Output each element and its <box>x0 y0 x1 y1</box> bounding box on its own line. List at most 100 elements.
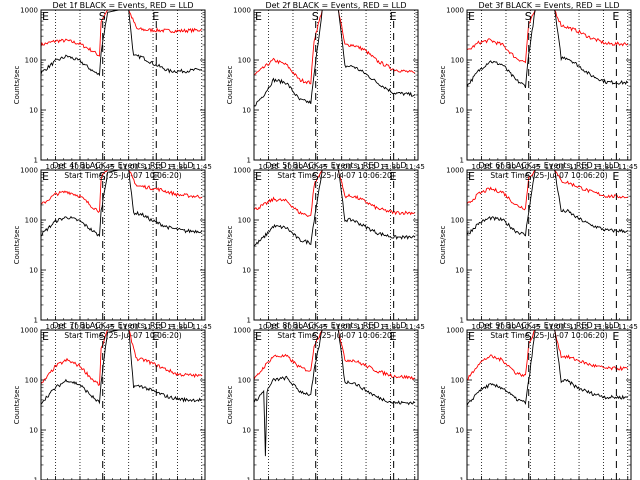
y-tick-label: 10 <box>29 107 38 115</box>
x-axis-label: Start Time (25-Jul-07 10:06:20) <box>64 331 181 340</box>
series-line-events <box>41 10 202 77</box>
series-line-lld <box>41 170 203 213</box>
x-tick-label: 10:15 <box>472 323 492 331</box>
marker-label: E <box>152 10 159 23</box>
y-tick-label: 1 <box>460 477 464 480</box>
x-tick-label: 11:30 <box>380 163 400 171</box>
series-line-events <box>467 330 628 406</box>
y-tick-label: 1000 <box>233 327 251 335</box>
marker-label: E <box>42 330 49 343</box>
y-tick-label: 1 <box>247 317 251 325</box>
y-tick-label: 100 <box>25 377 38 385</box>
y-tick-label: 100 <box>451 217 464 225</box>
x-tick-label: 11:45 <box>618 163 638 171</box>
y-tick-label: 1000 <box>446 327 464 335</box>
x-tick-label: 11:00 <box>332 323 352 331</box>
y-tick-label: 10 <box>455 267 464 275</box>
marker-label: S <box>312 330 319 343</box>
x-tick-label: 10:15 <box>46 163 66 171</box>
marker-label: S <box>312 170 319 183</box>
marker-label: S <box>525 170 532 183</box>
y-tick-label: 1 <box>460 317 464 325</box>
y-tick-label: 10 <box>242 267 251 275</box>
marker-label: E <box>612 170 619 183</box>
x-tick-label: 11:45 <box>618 323 638 331</box>
x-tick-label: 10:30 <box>70 163 90 171</box>
x-tick-label: 10:30 <box>283 163 303 171</box>
panel-det-6: Det 6f BLACK = Events, RED = LLD 10:15 10:… <box>439 161 638 340</box>
x-tick-label: 10:15 <box>46 323 66 331</box>
x-tick-label: 10:45 <box>94 323 114 331</box>
marker-label: E <box>255 170 262 183</box>
marker-label: E <box>468 170 475 183</box>
series-line-lld <box>467 170 628 211</box>
plot-frame <box>253 169 419 321</box>
x-tick-label: 11:30 <box>593 323 613 331</box>
x-tick-label: 11:45 <box>192 323 212 331</box>
y-axis-label: Counts/sec <box>439 226 447 265</box>
x-tick-label: 10:45 <box>520 163 540 171</box>
y-tick-label: 1 <box>247 157 251 165</box>
y-tick-label: 100 <box>238 377 251 385</box>
series-line-lld <box>41 10 202 57</box>
panel-title: Det 3f BLACK = Events, RED = LLD <box>478 1 619 10</box>
x-tick-label: 11:30 <box>380 323 400 331</box>
y-tick-label: 1000 <box>233 7 251 15</box>
x-axis-label: Start Time (25-Jul-07 10:06:20) <box>277 331 394 340</box>
panel-title: Det 8f BLACK = Events, RED = LLD <box>265 321 406 330</box>
x-tick-label: 11:30 <box>167 163 187 171</box>
plot-frame <box>466 329 632 480</box>
y-tick-label: 100 <box>25 57 38 65</box>
panel-title: Det 4f BLACK = Events, RED = LLD <box>52 161 193 170</box>
x-tick-label: 10:30 <box>283 323 303 331</box>
marker-label: E <box>468 330 475 343</box>
y-tick-label: 1 <box>460 157 464 165</box>
x-tick-label: 10:45 <box>520 323 540 331</box>
y-axis-label: Counts/sec <box>226 226 234 265</box>
y-axis-label: Counts/sec <box>13 66 21 105</box>
y-tick-label: 100 <box>238 57 251 65</box>
x-tick-label: 10:45 <box>94 163 114 171</box>
marker-label: E <box>390 10 397 23</box>
panel-title: Det 2f BLACK = Events, RED = LLD <box>265 1 406 10</box>
panel-title: Det 6f BLACK = Events, RED = LLD <box>478 161 619 170</box>
series-line-lld <box>467 330 629 381</box>
x-tick-label: 11:45 <box>405 323 425 331</box>
plot-frame <box>253 329 419 480</box>
y-axis-label: Counts/sec <box>439 66 447 105</box>
plot-frame <box>253 9 419 161</box>
y-tick-label: 100 <box>451 377 464 385</box>
panel-title: Det 1f BLACK = Events, RED = LLD <box>52 1 193 10</box>
y-tick-label: 10 <box>455 427 464 435</box>
x-tick-label: 11:45 <box>405 163 425 171</box>
plot-frame <box>40 9 206 161</box>
y-tick-label: 10 <box>29 267 38 275</box>
y-tick-label: 1000 <box>20 327 38 335</box>
x-tick-label: 11:00 <box>332 163 352 171</box>
panel-title: Det 7f BLACK = Events, RED = LLD <box>52 321 193 330</box>
panel-det-2: Det 2f BLACK = Events, RED = LLD 10:15 10:… <box>226 1 425 180</box>
marker-label: S <box>99 10 106 23</box>
y-tick-label: 100 <box>25 217 38 225</box>
marker-label: E <box>42 170 49 183</box>
y-tick-label: 10 <box>242 427 251 435</box>
x-tick-label: 10:30 <box>496 323 516 331</box>
y-tick-label: 1000 <box>446 167 464 175</box>
series-line-events <box>254 170 416 247</box>
x-tick-label: 11:00 <box>545 323 565 331</box>
x-tick-label: 11:15 <box>356 163 376 171</box>
series-line-lld <box>41 330 203 386</box>
series-line-events <box>467 10 629 89</box>
x-tick-label: 11:30 <box>593 163 613 171</box>
marker-label: S <box>525 330 532 343</box>
marker-label: S <box>99 170 106 183</box>
plot-frame <box>466 9 632 161</box>
y-tick-label: 1 <box>34 317 38 325</box>
series-line-lld <box>254 170 416 217</box>
x-axis-label: Start Time (25-Jul-07 10:06:20) <box>490 171 607 180</box>
x-tick-label: 11:15 <box>143 163 163 171</box>
marker-label: E <box>390 330 397 343</box>
